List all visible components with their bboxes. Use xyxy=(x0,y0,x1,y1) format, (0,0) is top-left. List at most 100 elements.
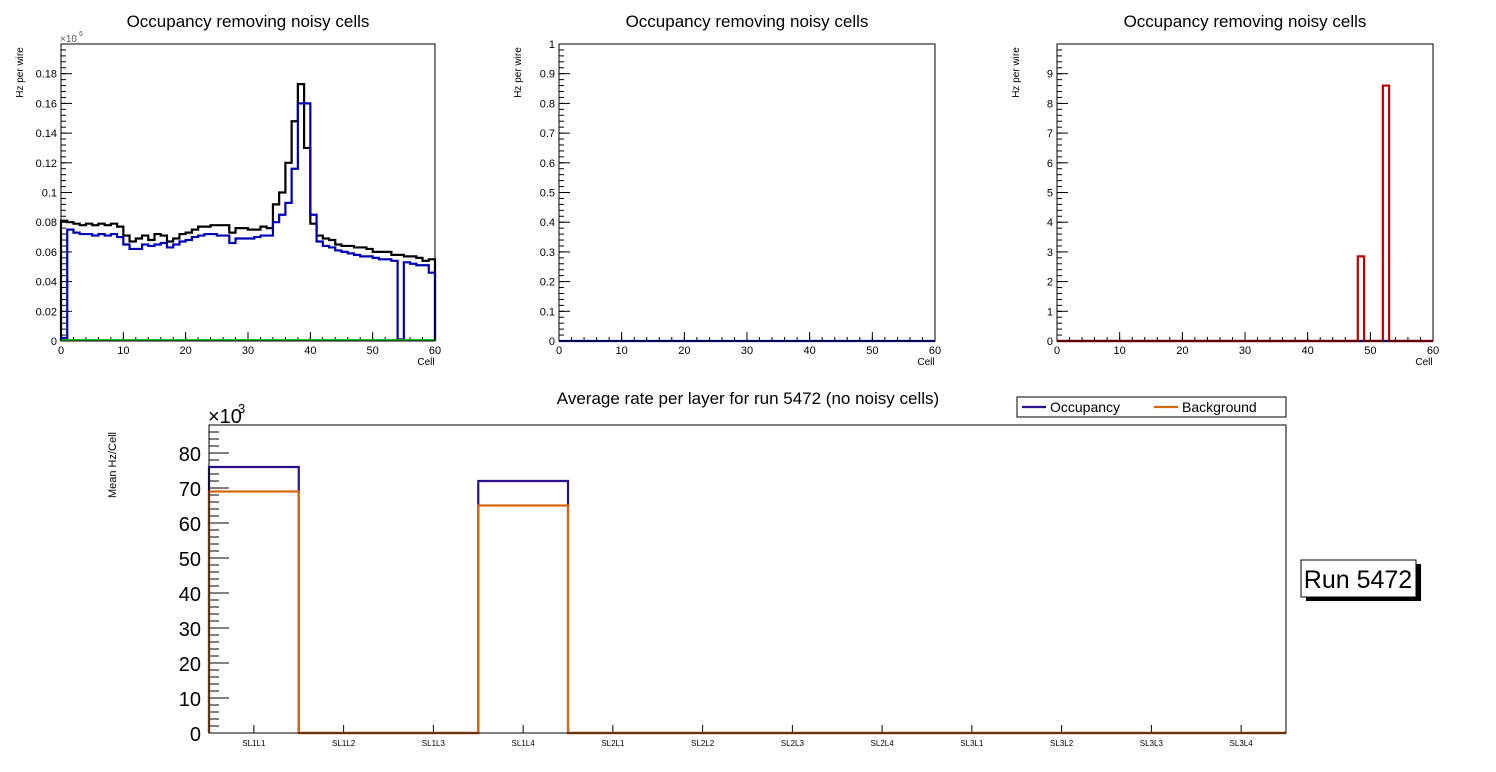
y-tick-label: 60 xyxy=(179,514,201,536)
x-tick-label: 20 xyxy=(180,345,192,357)
y-multiplier: ×10 xyxy=(208,406,242,428)
y-axis-label: Mean Hz/Cell xyxy=(107,432,119,498)
x-category-label: SL1L3 xyxy=(422,739,446,748)
x-category-label: SL1L2 xyxy=(332,739,356,748)
x-tick-label: 50 xyxy=(367,345,379,357)
x-axis-label: Cell xyxy=(417,357,434,368)
y-tick-label: 70 xyxy=(179,479,201,501)
y-tick-label: 0.1 xyxy=(540,306,555,318)
y-tick-label: 0.08 xyxy=(36,217,57,229)
y-tick-label: 0.14 xyxy=(36,128,57,140)
y-tick-label: 30 xyxy=(179,619,201,641)
y-tick-label: 6 xyxy=(1047,158,1053,170)
legend: Occupancy Background xyxy=(1016,396,1287,418)
y-tick-label: 7 xyxy=(1047,128,1053,140)
x-tick-label: 20 xyxy=(1176,345,1188,357)
x-axis-label: Cell xyxy=(1415,357,1432,368)
y-tick-label: 0.04 xyxy=(36,277,57,289)
y-tick-label: 80 xyxy=(179,444,201,466)
x-tick-label: 0 xyxy=(556,345,562,357)
y-tick-label: 1 xyxy=(1047,306,1053,318)
annotation-box xyxy=(1300,559,1417,598)
y-tick-label: 20 xyxy=(179,654,201,676)
x-category-label: SL3L3 xyxy=(1140,739,1164,748)
legend-entry-background: Background xyxy=(1182,399,1257,415)
y-multiplier-exponent: 3 xyxy=(238,401,245,416)
bar-series-occupancy xyxy=(207,465,1286,735)
x-category-label: SL3L4 xyxy=(1230,739,1254,748)
y-tick-label: 0.2 xyxy=(540,277,555,289)
y-tick-label: 0.7 xyxy=(540,128,555,140)
plot-frame xyxy=(558,43,936,342)
run-annotation: Run 5472 xyxy=(1300,559,1421,601)
histogram-panel-3: Occupancy removing noisy cells Hz per wir… xyxy=(1011,12,1439,368)
y-multiplier-exponent: 6 xyxy=(79,31,83,38)
x-tick-label: 10 xyxy=(117,345,129,357)
histogram-series-total xyxy=(59,82,437,341)
y-tick-label: 0.8 xyxy=(540,98,555,110)
plot-frame xyxy=(60,43,436,342)
y-tick-label: 8 xyxy=(1047,98,1053,110)
plot-frame xyxy=(1056,43,1434,342)
x-tick-label: 0 xyxy=(1054,345,1060,357)
x-tick-label: 30 xyxy=(741,345,753,357)
y-tick-label: 0 xyxy=(549,336,555,348)
x-axis-label: Cell xyxy=(917,357,934,368)
y-tick-label: 9 xyxy=(1047,69,1053,81)
y-tick-label: 0 xyxy=(190,724,201,746)
y-tick-label: 0.18 xyxy=(36,69,57,81)
y-tick-label: 0.6 xyxy=(540,158,555,170)
x-tick-label: 50 xyxy=(866,345,878,357)
x-tick-label: 50 xyxy=(1364,345,1376,357)
panel-title: Occupancy removing noisy cells xyxy=(1124,12,1367,31)
y-tick-label: 0.06 xyxy=(36,247,57,259)
y-tick-label: 0.3 xyxy=(540,247,555,259)
y-tick-label: 1 xyxy=(549,39,555,51)
x-category-label: SL1L4 xyxy=(512,739,536,748)
y-tick-label: 4 xyxy=(1047,217,1053,229)
x-tick-label: 0 xyxy=(58,345,64,357)
y-multiplier: ×10 xyxy=(60,34,77,45)
bar-chart-panel: Average rate per layer for run 5472 (no … xyxy=(107,389,1421,748)
y-tick-label: 0.5 xyxy=(540,188,555,200)
plot-frame xyxy=(208,424,1287,734)
histogram-series-noisy xyxy=(1057,84,1433,343)
histogram-panel-1: Occupancy removing noisy cells Hz per wir… xyxy=(15,12,441,368)
x-tick-label: 10 xyxy=(1114,345,1126,357)
y-axis-label: Hz per wire xyxy=(513,47,524,98)
y-tick-label: 40 xyxy=(179,584,201,606)
annotation-text: Run 5472 xyxy=(1304,566,1412,594)
x-category-label: SL3L1 xyxy=(960,739,984,748)
y-tick-label: 0.1 xyxy=(42,188,57,200)
x-tick-label: 10 xyxy=(616,345,628,357)
bar-series-background xyxy=(207,490,1286,735)
y-tick-label: 10 xyxy=(179,689,201,711)
x-tick-label: 40 xyxy=(804,345,816,357)
x-category-label: SL2L2 xyxy=(691,739,715,748)
x-tick-label: 40 xyxy=(1302,345,1314,357)
y-tick-label: 0 xyxy=(1047,336,1053,348)
legend-entry-occupancy: Occupancy xyxy=(1050,399,1120,415)
y-tick-label: 3 xyxy=(1047,247,1053,259)
x-tick-label: 60 xyxy=(1427,345,1439,357)
y-tick-label: 50 xyxy=(179,549,201,571)
x-tick-label: 60 xyxy=(929,345,941,357)
y-tick-label: 0.12 xyxy=(36,158,57,170)
histogram-series-noisy xyxy=(59,339,437,342)
y-tick-label: 0.4 xyxy=(540,217,555,229)
y-tick-label: 2 xyxy=(1047,277,1053,289)
y-tick-label: 5 xyxy=(1047,188,1053,200)
x-category-label: SL2L3 xyxy=(781,739,805,748)
y-tick-label: 0.16 xyxy=(36,98,57,110)
x-tick-label: 30 xyxy=(242,345,254,357)
x-tick-label: 40 xyxy=(304,345,316,357)
y-tick-label: 0.02 xyxy=(36,306,57,318)
x-category-label: SL3L2 xyxy=(1050,739,1074,748)
x-category-label: SL1L1 xyxy=(242,739,266,748)
y-tick-label: 0 xyxy=(51,336,57,348)
x-tick-label: 60 xyxy=(429,345,441,357)
chart-title: Average rate per layer for run 5472 (no … xyxy=(557,389,939,408)
panel-title: Occupancy removing noisy cells xyxy=(626,12,869,31)
x-tick-label: 30 xyxy=(1239,345,1251,357)
